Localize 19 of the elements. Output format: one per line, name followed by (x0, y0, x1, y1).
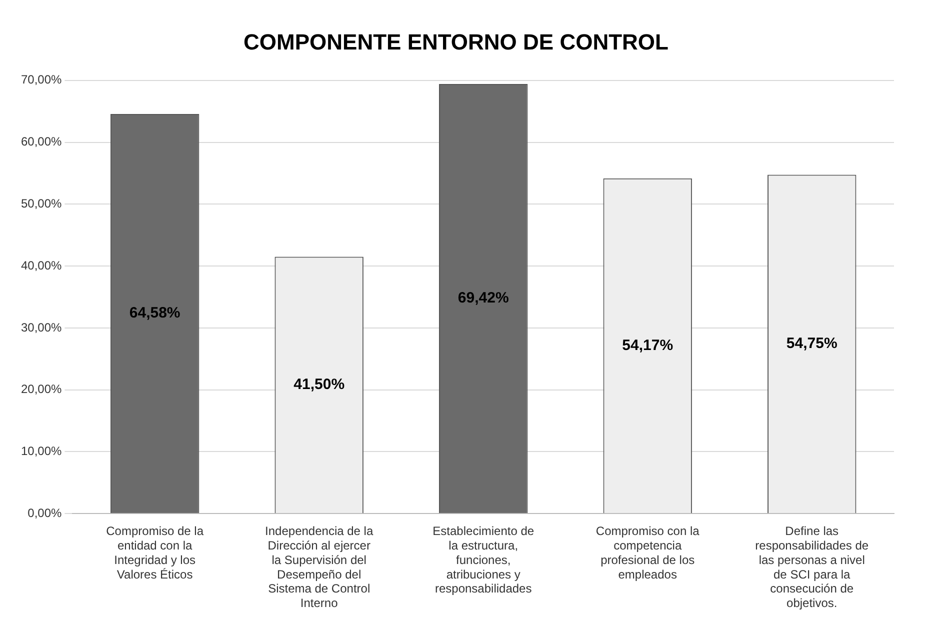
x-tick-label: Compromiso con la competencia profesional de los empleados (596, 524, 700, 582)
y-tick-label: 50,00% (20, 196, 62, 210)
y-tick-label: 20,00% (20, 382, 62, 396)
data-label: 64,58% (129, 304, 180, 322)
y-tick-label: 70,00% (20, 72, 62, 87)
y-tick-label: 60,00% (20, 134, 62, 149)
x-tick-label: Independencia de la Dirección al ejercer la Supervisión del Desempeño del Sistema de Control Interno (265, 524, 374, 610)
y-tick-label: 40,00% (20, 258, 62, 272)
x-tick-label: Establecimiento de la estructura, funciones, atribuciones y responsabilidades (432, 524, 534, 596)
data-label: 54,75% (786, 335, 838, 352)
x-tick-label: Define las responsabilidades de las personas a nivel de SCI para la consecución de objetivos. (755, 524, 869, 610)
data-label: 69,42% (458, 290, 509, 307)
chart-title: COMPONENTE ENTORNO DE CONTROL (244, 29, 668, 54)
data-label: 54,17% (622, 336, 674, 354)
y-tick-label: 10,00% (20, 444, 62, 458)
data-label: 41,50% (294, 376, 345, 394)
y-tick-label: 30,00% (20, 320, 62, 334)
x-tick-label: Compromiso de la entidad con la Integridad y los Valores Éticos (106, 524, 204, 582)
y-tick-label: 0,00% (28, 506, 62, 520)
